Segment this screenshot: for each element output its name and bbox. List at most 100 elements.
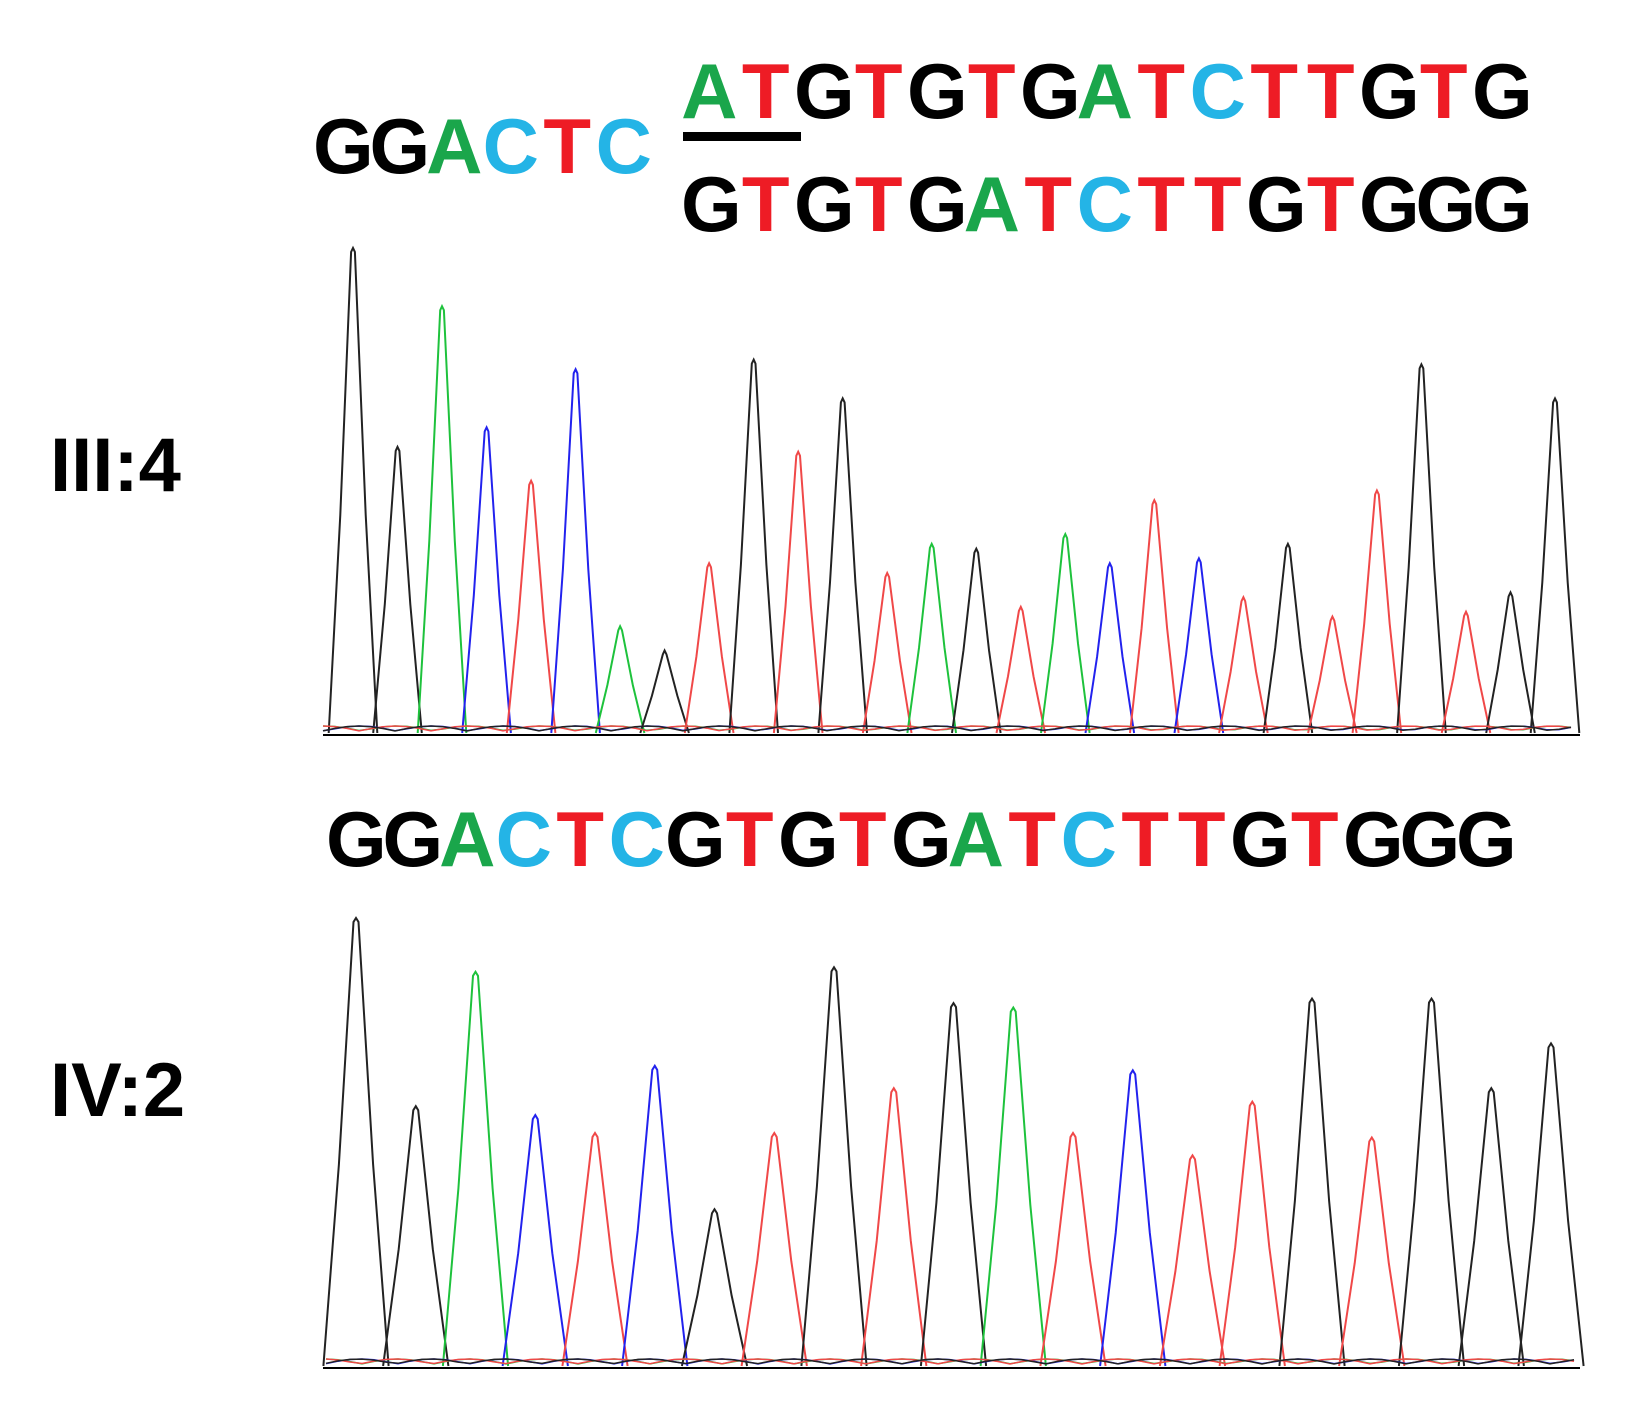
- iv-2-base-16: T: [1177, 795, 1226, 883]
- peak-iv-2-17: [1278, 996, 1346, 1367]
- prefix-base-6: C: [595, 102, 652, 190]
- peak-iii-4-4: [461, 425, 512, 734]
- iv-2-base-14: C: [1060, 795, 1117, 883]
- iv-2-base-13: T: [1008, 795, 1057, 883]
- peak-iii-4-7: [594, 623, 646, 734]
- peak-iv-2-8: [740, 1131, 808, 1367]
- baseline-noise-g: [322, 725, 1572, 732]
- peak-iv-2-11: [919, 1001, 988, 1367]
- peak-iv-2-12: [979, 1005, 1047, 1367]
- allele-2-sequence-iii-4: GTGTGATCT TGTGGG: [681, 160, 1533, 248]
- allele-2-base-15: G: [1472, 160, 1533, 248]
- allele-2-base-10: T: [1193, 160, 1242, 248]
- baseline-noise-g: [325, 1358, 1575, 1365]
- peak-iv-2-19: [1397, 996, 1466, 1367]
- peak-iii-4-16: [995, 604, 1047, 734]
- peak-iv-2-15: [1158, 1153, 1227, 1367]
- allele-2-base-2: T: [741, 160, 790, 248]
- peak-iv-2-7: [680, 1207, 749, 1367]
- peak-iii-4-2: [372, 444, 423, 734]
- allele-1-base-3: G: [794, 47, 855, 135]
- peak-iv-2-13: [1039, 1131, 1107, 1367]
- sample-label-iii-4: III:4: [50, 423, 181, 508]
- allele-2-base-3: G: [794, 160, 855, 248]
- allele-1-base-8: A: [1076, 47, 1133, 135]
- allele-1-base-15: G: [1472, 47, 1533, 135]
- peak-iv-2-5: [561, 1131, 629, 1367]
- peak-iii-4-6: [550, 366, 601, 734]
- allele-1-base-13: G: [1359, 47, 1420, 135]
- allele-2-base-12: T: [1306, 160, 1355, 248]
- iv-2-base-5: T: [556, 795, 605, 883]
- peak-iv-2-21: [1517, 1041, 1585, 1367]
- peak-iii-4-15: [951, 546, 1002, 734]
- peak-iii-4-26: [1440, 609, 1492, 734]
- iv-2-base-1: G: [326, 795, 387, 883]
- peak-iii-4-10: [728, 357, 779, 734]
- iv-2-base-9: G: [778, 795, 839, 883]
- allele-2-base-13: G: [1359, 160, 1420, 248]
- allele-1-base-6: T: [967, 47, 1016, 135]
- prefix-sequence-iii-4: GGACTC: [313, 107, 652, 185]
- peak-iii-4-14: [906, 541, 957, 734]
- peak-iv-2-6: [621, 1063, 689, 1367]
- iv-2-base-21: G: [1456, 795, 1517, 883]
- prefix-base-1: G: [313, 102, 374, 190]
- allele-2-base-14: G: [1415, 160, 1477, 248]
- sequence-iv-2: GGACTCGTGTGATCT TGTGGG: [326, 795, 1517, 883]
- peak-iii-4-22: [1262, 541, 1314, 734]
- allele-1-sequence-iii-4: ATGTGTGATCT TGTG: [681, 47, 1533, 135]
- allele-1-base-12: T: [1306, 47, 1355, 135]
- allele-1-base-11: T: [1250, 47, 1299, 135]
- iv-2-base-20: G: [1399, 795, 1461, 883]
- prefix-base-5: T: [543, 102, 592, 190]
- allele-2-base-5: G: [907, 160, 968, 248]
- allele-1-base-14: T: [1419, 47, 1468, 135]
- peak-iii-4-25: [1396, 362, 1447, 734]
- peak-iii-4-5: [505, 478, 557, 734]
- allele-1-base-4: T: [854, 47, 903, 135]
- peak-iii-4-19: [1129, 497, 1180, 734]
- peak-iv-2-14: [1099, 1068, 1167, 1367]
- allele-1-base-9: T: [1137, 47, 1186, 135]
- peak-iii-4-28: [1529, 396, 1581, 734]
- peak-iii-4-1: [327, 245, 379, 734]
- baseline-noise-t: [322, 725, 1572, 732]
- iv-2-base-19: G: [1343, 795, 1404, 883]
- allele-1-base-7: G: [1020, 47, 1081, 135]
- allele-2-base-8: C: [1076, 160, 1133, 248]
- peak-iv-2-4: [501, 1113, 569, 1367]
- sample-label-iv-2: IV:2: [50, 1048, 186, 1133]
- iv-2-base-4: C: [495, 795, 552, 883]
- peak-iii-4-9: [683, 560, 735, 734]
- peak-iii-4-8: [639, 648, 690, 734]
- allele-1-base-10: C: [1189, 47, 1246, 135]
- iv-2-base-15: T: [1121, 795, 1170, 883]
- allele-2-base-9: T: [1137, 160, 1186, 248]
- peak-iii-4-20: [1173, 556, 1225, 734]
- peak-iii-4-27: [1485, 590, 1536, 734]
- iv-2-base-7: G: [665, 795, 726, 883]
- iv-2-base-3: A: [439, 795, 496, 883]
- peak-iii-4-11: [772, 449, 824, 734]
- peak-iv-2-1: [322, 916, 390, 1367]
- iv-2-base-6: C: [608, 795, 665, 883]
- iv-2-base-17: G: [1230, 795, 1291, 883]
- prefix-base-3: A: [426, 102, 483, 190]
- peak-iv-2-16: [1218, 1099, 1286, 1367]
- peak-iv-2-20: [1457, 1086, 1525, 1367]
- peak-iii-4-12: [817, 396, 868, 734]
- peak-iii-4-21: [1218, 594, 1269, 734]
- prefix-base-4: C: [482, 102, 539, 190]
- allele-1-base-5: G: [907, 47, 968, 135]
- peak-iii-4-24: [1351, 488, 1403, 734]
- iv-2-base-18: T: [1290, 795, 1339, 883]
- allele-2-base-1: G: [681, 160, 742, 248]
- allele-2-base-6: A: [963, 160, 1020, 248]
- peak-iii-4-13: [861, 570, 913, 734]
- baseline-noise-t: [325, 1358, 1575, 1365]
- peak-iv-2-2: [382, 1104, 450, 1367]
- peak-iii-4-17: [1040, 531, 1091, 734]
- allele-2-base-11: G: [1246, 160, 1307, 248]
